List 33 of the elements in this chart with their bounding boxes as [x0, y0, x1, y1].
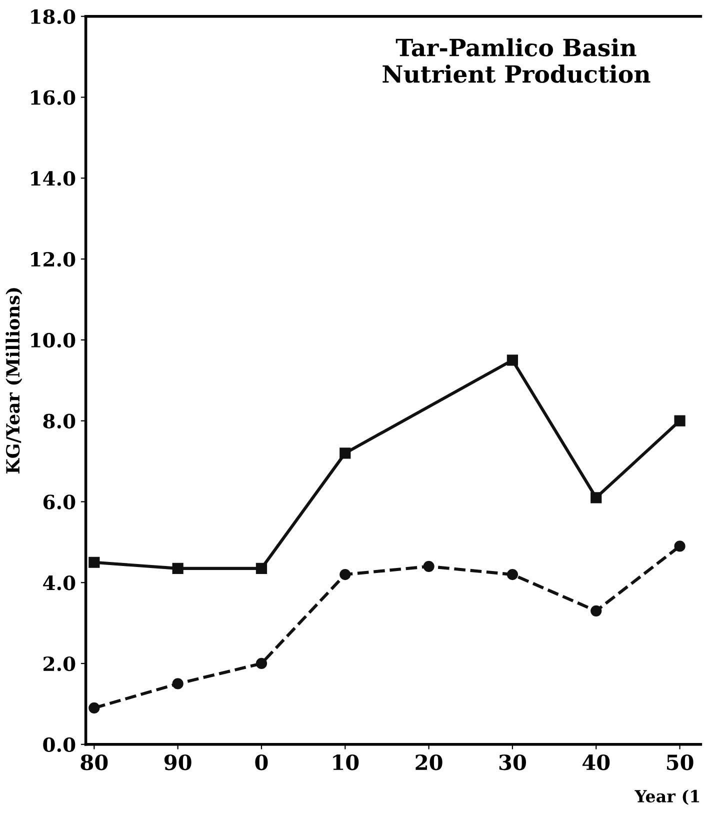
x-tick-label: 90: [164, 754, 192, 770]
y-tick-label: 10.0: [31, 332, 76, 348]
point: [256, 562, 268, 574]
y-axis-title: KG/Year (Millions): [6, 288, 22, 474]
x-tick-label: 30: [499, 754, 526, 770]
x-tick-label: 0: [255, 754, 268, 770]
y-tick-label: 14.0: [31, 171, 76, 186]
point: [172, 678, 184, 690]
point: [506, 568, 518, 580]
point: [590, 605, 602, 616]
y-tick-label: 18.0: [31, 9, 76, 24]
point: [172, 562, 184, 574]
x-tick-label: 20: [416, 754, 442, 770]
point: [340, 568, 351, 580]
point: [423, 560, 434, 572]
point: [88, 702, 100, 714]
y-tick-label: 6.0: [43, 494, 76, 510]
point: [88, 556, 100, 568]
y-tick-label: 0.0: [43, 737, 76, 752]
text: Tar-Pamlico Basin Nutrient Production: [382, 38, 650, 83]
point: [340, 448, 351, 459]
x-axis-title: Year (1: [634, 790, 700, 805]
y-tick-label: 12.0: [31, 252, 76, 267]
x-tick-label: 40: [582, 754, 610, 770]
x-tick-label: 50: [667, 754, 694, 770]
y-tick-label: 8.0: [43, 414, 76, 428]
x-tick-label: 10: [333, 754, 359, 770]
y-tick-label: 2.0: [44, 656, 76, 672]
point: [256, 658, 268, 670]
y-tick-label: 16.0: [31, 90, 76, 105]
x-tick-label: 80: [80, 754, 108, 770]
y-tick-label: 4.0: [43, 576, 76, 590]
point: [674, 540, 686, 552]
